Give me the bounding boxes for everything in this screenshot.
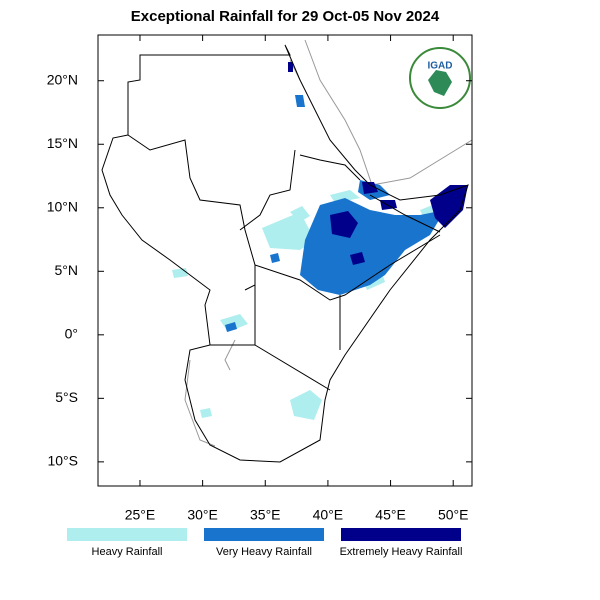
legend-swatch <box>341 528 461 541</box>
y-tick-label: 5°S <box>55 389 78 405</box>
legend-swatch <box>204 528 324 541</box>
x-tick-label: 30°E <box>187 507 218 523</box>
map-frame <box>97 34 473 487</box>
very-heavy-rainfall-area <box>225 95 445 332</box>
map-area: IGAD <box>97 34 473 487</box>
y-tick-label: 5°N <box>55 262 79 278</box>
x-tick-label: 45°E <box>375 507 406 523</box>
igad-logo: IGAD <box>409 47 471 109</box>
y-tick-label: 15°N <box>47 135 78 151</box>
x-tick-label: 25°E <box>125 507 156 523</box>
y-tick-label: 0° <box>65 326 78 342</box>
logo-text: IGAD <box>428 61 453 72</box>
map-title: Exceptional Rainfall for 29 Oct-05 Nov 2… <box>131 8 440 25</box>
y-tick-label: 10°S <box>47 453 78 469</box>
legend-label: Heavy Rainfall <box>92 546 163 558</box>
coastline <box>184 39 473 447</box>
regional-outline <box>101 44 469 463</box>
country-border <box>127 134 441 391</box>
legend-label: Very Heavy Rainfall <box>216 546 312 558</box>
y-tick-label: 20°N <box>47 71 78 87</box>
legend-swatch <box>67 528 187 541</box>
logo-continent <box>428 70 452 96</box>
x-tick-label: 35°E <box>250 507 281 523</box>
rainfall-layer <box>172 62 468 420</box>
legend-label: Extremely Heavy Rainfall <box>340 546 463 558</box>
y-tick-label: 10°N <box>47 198 78 214</box>
x-tick-label: 40°E <box>313 507 344 523</box>
x-tick-label: 50°E <box>438 507 469 523</box>
